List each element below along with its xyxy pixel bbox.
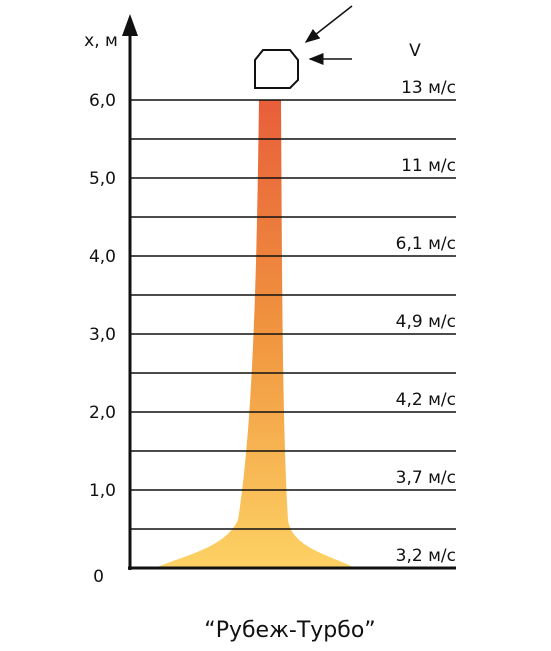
grid-lines	[130, 99, 456, 530]
object	[254, 49, 299, 89]
velocity-value: 4,9 м/с	[396, 312, 456, 332]
velocity-value: 6,1 м/с	[396, 234, 456, 254]
velocity-value: 11 м/с	[401, 156, 456, 176]
tick-label: 6,0	[89, 91, 116, 111]
tick-label: 5,0	[89, 169, 116, 189]
caption: “Рубеж-Турбо”	[204, 618, 375, 643]
tick-label: 2,0	[89, 403, 116, 423]
velocity-value: 13 м/с	[401, 78, 456, 98]
axis-label: x, м	[84, 31, 118, 51]
velocity-label: V	[409, 41, 421, 61]
arrow	[304, 5, 353, 43]
tick-label: 3,0	[89, 325, 116, 345]
tick-label: 4,0	[89, 247, 116, 267]
velocity-value: 4,2 м/с	[396, 390, 456, 410]
tick-label: 0	[93, 567, 104, 587]
tick-label: 1,0	[89, 481, 116, 501]
axis-arrow	[122, 14, 138, 36]
velocity-value: 3,2 м/с	[396, 546, 456, 566]
velocity-value: 3,7 м/с	[396, 468, 456, 488]
